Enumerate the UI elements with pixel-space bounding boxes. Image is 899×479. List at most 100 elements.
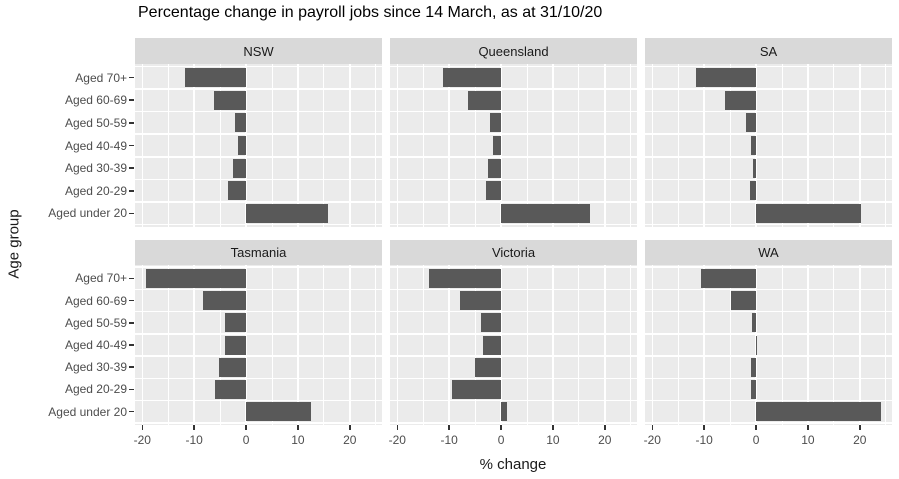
minor-gridline [677,265,679,425]
major-gridline [448,265,450,425]
x-axis-tick [297,425,299,430]
bar-Tasmania-Aged 40-49 [225,335,247,355]
row-gridline [135,399,382,402]
major-gridline [141,265,143,425]
y-axis-label: Aged 60-69 [64,293,127,308]
minor-gridline [729,265,731,425]
x-axis-label: -20 [133,433,151,447]
major-gridline [141,64,143,227]
x-axis-tick [448,425,450,430]
x-axis-tick [141,425,143,430]
row-gridline [645,399,892,402]
bar-Victoria-Aged 50-59 [480,313,502,333]
y-axis-tick [129,167,134,169]
bar-WA-Aged under 20 [756,402,881,422]
x-axis-label: 10 [546,433,560,447]
facet-strip-label: SA [759,43,778,59]
bar-SA-Aged under 20 [756,203,862,223]
facet-strip-Queensland: Queensland [390,38,637,64]
bar-SA-Aged 50-59 [745,113,757,133]
bar-SA-Aged 60-69 [724,90,757,110]
row-gridline [390,355,637,357]
bar-NSW-Aged under 20 [246,203,329,223]
major-gridline [552,265,554,425]
y-axis-tick [129,344,134,346]
minor-gridline [375,265,377,425]
row-gridline [135,310,382,313]
y-axis-label: Aged 20-29 [64,382,127,397]
row-gridline [135,266,382,268]
y-axis-tick [129,410,134,413]
row-gridline [645,333,892,335]
minor-gridline [526,64,528,227]
minor-gridline [885,265,887,425]
minor-gridline [219,265,221,425]
major-gridline [859,265,861,425]
x-axis-tick [807,425,809,430]
y-axis-tick [129,299,134,302]
row-gridline [390,178,637,181]
row-gridline [390,399,637,402]
row-gridline [645,133,892,135]
minor-gridline [167,265,169,425]
row-gridline [645,65,892,67]
major-gridline [859,64,861,227]
major-gridline [604,64,606,227]
row-gridline [135,377,382,380]
x-axis-tick [651,425,653,430]
major-gridline [807,64,809,227]
minor-gridline [578,265,580,425]
facet-strip-label: Queensland [478,43,549,59]
bar-WA-Aged 20-29 [750,379,757,399]
y-axis-label: Aged 30-39 [64,161,127,176]
minor-gridline [271,265,273,425]
y-axis-tick [129,122,134,124]
bar-Queensland-Aged 70+ [442,68,502,88]
x-axis-label: 20 [853,433,867,447]
bar-Tasmania-Aged 30-39 [219,357,247,377]
facet-panel-Queensland [390,64,637,227]
facet-strip-SA: SA [645,38,892,64]
x-axis-label: -10 [695,433,713,447]
row-gridline [645,178,892,181]
y-axis-tick [129,99,134,101]
row-gridline [390,377,637,380]
x-axis-label: -10 [185,433,203,447]
row-gridline [135,178,382,181]
row-gridline [135,201,382,203]
row-gridline [135,355,382,357]
row-gridline [390,110,637,113]
bar-WA-Aged 30-39 [750,357,757,377]
x-axis-label: 10 [291,433,305,447]
bar-NSW-Aged 60-69 [214,90,247,110]
row-gridline [645,156,892,158]
row-gridline [390,288,637,291]
minor-gridline [677,64,679,227]
row-gridline [645,201,892,203]
bar-NSW-Aged 50-59 [235,113,247,133]
minor-gridline [323,64,325,227]
minor-gridline [729,64,731,227]
major-gridline [349,64,351,227]
bar-WA-Aged 50-59 [752,313,757,333]
major-gridline [604,265,606,425]
minor-gridline [526,265,528,425]
minor-gridline [474,265,476,425]
major-gridline [245,265,247,425]
x-axis-tick [552,425,554,430]
major-gridline [500,64,502,227]
minor-gridline [630,64,632,227]
major-gridline [193,265,195,425]
bar-Tasmania-Aged 50-59 [224,313,247,333]
x-axis-tick [396,425,398,430]
bar-Tasmania-Aged 20-29 [214,379,247,399]
minor-gridline [219,64,221,227]
x-axis-label: -20 [388,433,406,447]
facet-strip-WA: WA [645,240,892,265]
x-axis-label: 0 [497,433,505,447]
row-gridline [135,223,382,226]
y-axis-label: Aged 40-49 [64,338,127,352]
bar-Victoria-Aged 20-29 [452,379,502,399]
bar-Queensland-Aged 40-49 [492,136,502,155]
bar-NSW-Aged 20-29 [228,181,247,201]
